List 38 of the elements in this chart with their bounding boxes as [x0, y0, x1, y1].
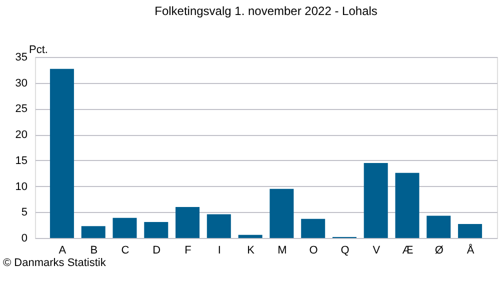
- bar: [301, 218, 326, 238]
- chart-title: Folketingsvalg 1. november 2022 - Lohals: [154, 4, 378, 18]
- bar: [81, 226, 106, 238]
- x-tick-label: O: [309, 244, 318, 256]
- x-tick-label: V: [372, 244, 381, 256]
- bar: [144, 222, 168, 238]
- x-tick-label: A: [58, 244, 67, 256]
- x-tick-label: M: [278, 244, 287, 256]
- y-tick-label: 15: [15, 154, 28, 167]
- y-tick-label: 10: [15, 180, 28, 193]
- bar: [112, 218, 137, 238]
- bar: [426, 216, 451, 238]
- bar: [458, 224, 482, 238]
- y-axis-title: Pct.: [29, 44, 48, 56]
- y-tick-label: 35: [15, 52, 28, 64]
- x-tick-label: F: [184, 244, 192, 256]
- x-tick-label: Å: [466, 244, 475, 256]
- y-tick-label: 25: [15, 103, 28, 116]
- x-tick-label: C: [121, 244, 130, 256]
- bar: [364, 163, 388, 238]
- x-tick-label: Æ: [402, 244, 414, 256]
- bar: [238, 234, 262, 238]
- bar: [206, 214, 231, 238]
- bar: [395, 172, 420, 238]
- bar: [270, 188, 294, 238]
- x-tick-label: Ø: [434, 244, 444, 256]
- bar: [50, 68, 74, 238]
- x-tick-label: I: [218, 244, 221, 256]
- text: © Danmarks Statistik: [3, 257, 106, 269]
- x-tick-label: K: [247, 244, 256, 256]
- bar: [176, 206, 200, 238]
- y-tick-label: 5: [21, 206, 28, 219]
- y-tick-label: 20: [15, 129, 28, 142]
- x-tick-label: B: [90, 244, 98, 256]
- y-tick-label: 0: [21, 232, 28, 244]
- x-tick-label: Q: [340, 244, 350, 256]
- x-tick-label: D: [152, 244, 161, 256]
- y-tick-label: 30: [15, 77, 28, 90]
